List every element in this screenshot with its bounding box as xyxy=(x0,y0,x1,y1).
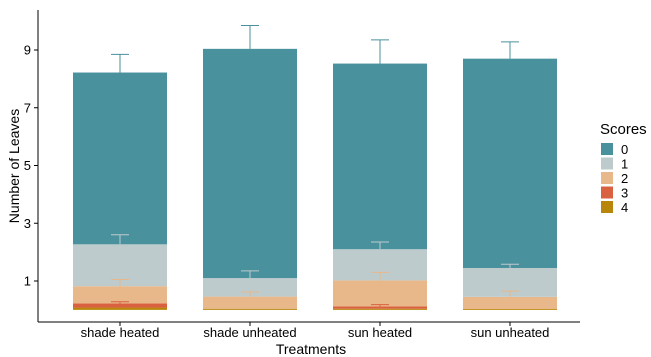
legend-title: Scores xyxy=(600,121,647,138)
y-tick-label: 3 xyxy=(24,216,31,231)
error-bar xyxy=(371,241,389,250)
legend-swatch xyxy=(601,201,613,213)
error-bar xyxy=(501,263,519,269)
x-tick-label: sun unheated xyxy=(471,325,550,340)
legend-label: 1 xyxy=(621,157,628,172)
bar-segment xyxy=(203,48,297,279)
y-axis-title: Number of Leaves xyxy=(6,109,22,223)
bars-layer xyxy=(73,48,557,310)
legend-swatch xyxy=(601,143,613,155)
x-axis-ticks: shade heated shade unheated sun heated sun … xyxy=(81,322,550,340)
legend-label: 2 xyxy=(621,171,628,186)
y-axis-ticks: 1 3 5 7 9 xyxy=(24,43,38,289)
error-bar xyxy=(371,271,389,281)
error-bar xyxy=(111,301,129,304)
bar-segment xyxy=(333,63,427,250)
error-bars-layer xyxy=(111,24,519,307)
error-bar xyxy=(111,279,129,287)
legend-label: 3 xyxy=(621,186,628,201)
legend-item: 0 xyxy=(601,142,628,157)
legend-swatch xyxy=(601,172,613,184)
legend-label: 4 xyxy=(621,200,628,215)
legend-item: 2 xyxy=(601,171,628,186)
error-bar xyxy=(241,24,259,49)
legend-item: 3 xyxy=(601,186,628,201)
bar-segment xyxy=(73,303,167,308)
error-bar xyxy=(501,41,519,59)
error-bar xyxy=(371,304,389,307)
error-bar xyxy=(111,234,129,245)
legend-swatch xyxy=(601,157,613,170)
error-bar xyxy=(241,291,259,297)
legend-item: 4 xyxy=(601,200,628,215)
y-tick-label: 5 xyxy=(24,158,31,173)
error-bar xyxy=(241,270,259,279)
bar-segment xyxy=(203,296,297,309)
bar-segment xyxy=(333,308,427,310)
legend-item: 1 xyxy=(601,157,628,172)
x-axis-title: Treatments xyxy=(276,341,346,357)
bar-segment xyxy=(333,306,427,309)
error-bar xyxy=(371,39,389,64)
y-tick-label: 7 xyxy=(24,100,31,115)
x-tick-label: shade unheated xyxy=(203,325,296,340)
x-tick-label: shade heated xyxy=(81,325,160,340)
legend-swatch xyxy=(601,186,613,199)
bar-segment xyxy=(463,296,557,310)
x-tick-label: sun heated xyxy=(348,325,412,340)
bar-segment xyxy=(73,307,167,310)
error-bar xyxy=(111,53,129,73)
y-tick-label: 1 xyxy=(24,274,31,289)
bar-segment xyxy=(333,280,427,307)
legend-label: 0 xyxy=(621,142,628,157)
y-tick-label: 9 xyxy=(24,43,31,58)
bar-segment xyxy=(463,309,557,310)
bar-segment xyxy=(73,72,167,245)
bar-segment xyxy=(203,308,297,310)
bar-segment xyxy=(73,286,167,304)
bar-segment xyxy=(463,58,557,269)
bar-segment xyxy=(203,278,297,297)
error-bar xyxy=(501,290,519,297)
